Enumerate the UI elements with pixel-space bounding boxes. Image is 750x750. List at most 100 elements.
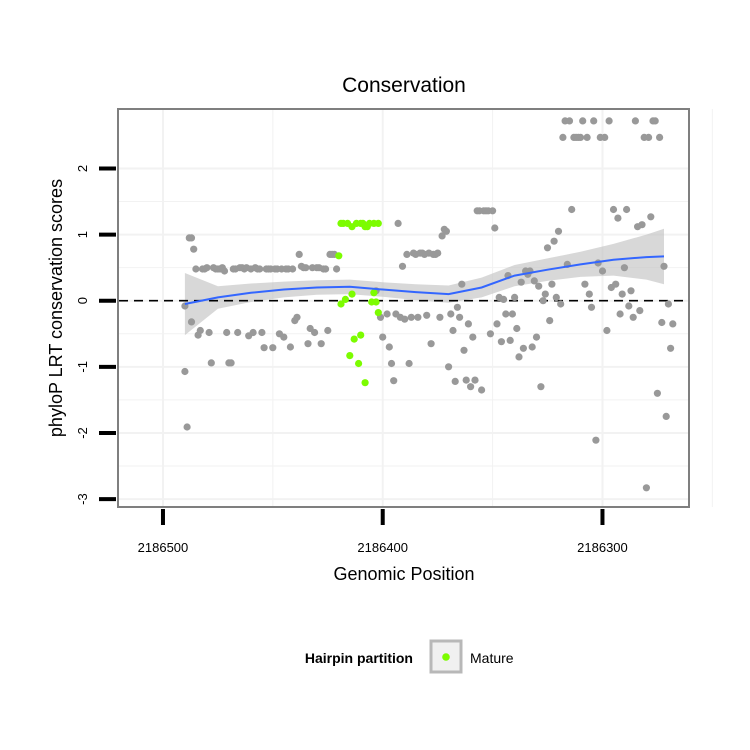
data-point — [618, 290, 626, 298]
data-point — [453, 303, 461, 311]
data-point — [530, 277, 538, 285]
data-point — [515, 353, 523, 361]
mature-point — [374, 309, 382, 317]
data-point — [598, 267, 607, 275]
data-point — [664, 300, 673, 308]
data-point — [662, 412, 670, 420]
data-point — [517, 278, 525, 286]
data-point — [541, 290, 549, 298]
data-point — [220, 267, 229, 275]
data-point — [394, 219, 402, 227]
data-point — [489, 207, 497, 215]
data-point — [493, 320, 501, 328]
y-axis: -3 -2 -1 0 1 2 — [75, 165, 116, 505]
data-point — [625, 302, 633, 310]
data-point — [464, 320, 472, 328]
data-point — [647, 213, 655, 221]
data-point — [506, 336, 514, 344]
data-point — [387, 359, 396, 368]
data-point — [256, 265, 264, 273]
y-tick-label: -2 — [75, 427, 90, 439]
data-point — [293, 313, 301, 321]
data-point — [565, 117, 574, 125]
data-point — [196, 326, 204, 335]
mature-point — [341, 295, 349, 303]
data-point — [405, 359, 413, 368]
data-point — [636, 307, 644, 315]
data-point — [651, 117, 659, 125]
data-point — [548, 280, 556, 288]
legend-label-mature: Mature — [470, 650, 514, 666]
mature-point — [346, 352, 354, 360]
data-point — [559, 133, 567, 141]
data-point — [260, 344, 268, 352]
data-point — [280, 333, 288, 341]
data-point — [407, 313, 415, 321]
data-point — [513, 324, 521, 333]
data-point — [510, 293, 519, 301]
legend: Hairpin partition Mature — [305, 639, 514, 674]
y-tick-label: 1 — [75, 231, 90, 238]
data-point — [601, 133, 609, 141]
data-point — [445, 363, 453, 371]
data-point — [469, 333, 477, 341]
data-point — [258, 328, 266, 337]
data-point — [385, 343, 393, 351]
data-point — [436, 313, 444, 321]
data-point — [669, 320, 677, 328]
data-point — [223, 328, 231, 337]
mature-point — [357, 331, 365, 339]
data-point — [568, 205, 576, 214]
data-point — [456, 313, 464, 321]
data-point — [546, 317, 554, 325]
data-point — [623, 205, 631, 214]
data-point — [612, 280, 620, 288]
data-point — [322, 265, 330, 273]
data-point — [227, 359, 235, 367]
data-point — [289, 265, 297, 273]
data-point — [471, 376, 479, 384]
data-point — [295, 250, 303, 258]
data-point — [616, 310, 624, 318]
data-point — [500, 295, 508, 303]
data-point — [587, 303, 596, 311]
data-point — [187, 234, 196, 242]
data-point — [535, 282, 543, 290]
data-point — [642, 484, 651, 492]
x-axis: 2186500 2186400 2186300 — [138, 509, 628, 555]
data-point — [302, 264, 310, 272]
mature-point — [370, 289, 378, 297]
data-point — [249, 328, 257, 337]
data-point — [333, 265, 341, 273]
data-point — [304, 340, 312, 348]
data-point — [585, 290, 593, 298]
data-point — [414, 313, 422, 321]
mature-point — [335, 252, 343, 260]
data-point — [603, 326, 611, 335]
mature-point — [355, 359, 363, 368]
data-point — [451, 377, 459, 385]
data-point — [190, 245, 198, 253]
data-point — [605, 117, 613, 125]
data-point — [609, 205, 618, 214]
data-point — [583, 133, 591, 141]
plot-border — [117, 108, 690, 508]
data-point — [317, 340, 325, 348]
data-point — [627, 287, 635, 295]
data-point — [181, 367, 189, 376]
data-point — [486, 330, 494, 338]
data-point — [207, 359, 215, 367]
data-point — [458, 280, 466, 288]
data-point — [187, 318, 196, 326]
data-point — [508, 310, 516, 318]
data-point — [645, 133, 653, 141]
smooth-trend-line — [184, 255, 665, 305]
data-point — [423, 311, 431, 319]
smooth-confidence-band — [184, 228, 664, 336]
data-point — [579, 117, 587, 125]
data-point — [502, 310, 510, 318]
y-tick-label: 0 — [75, 297, 90, 304]
data-point — [543, 244, 552, 252]
data-point — [592, 436, 600, 444]
